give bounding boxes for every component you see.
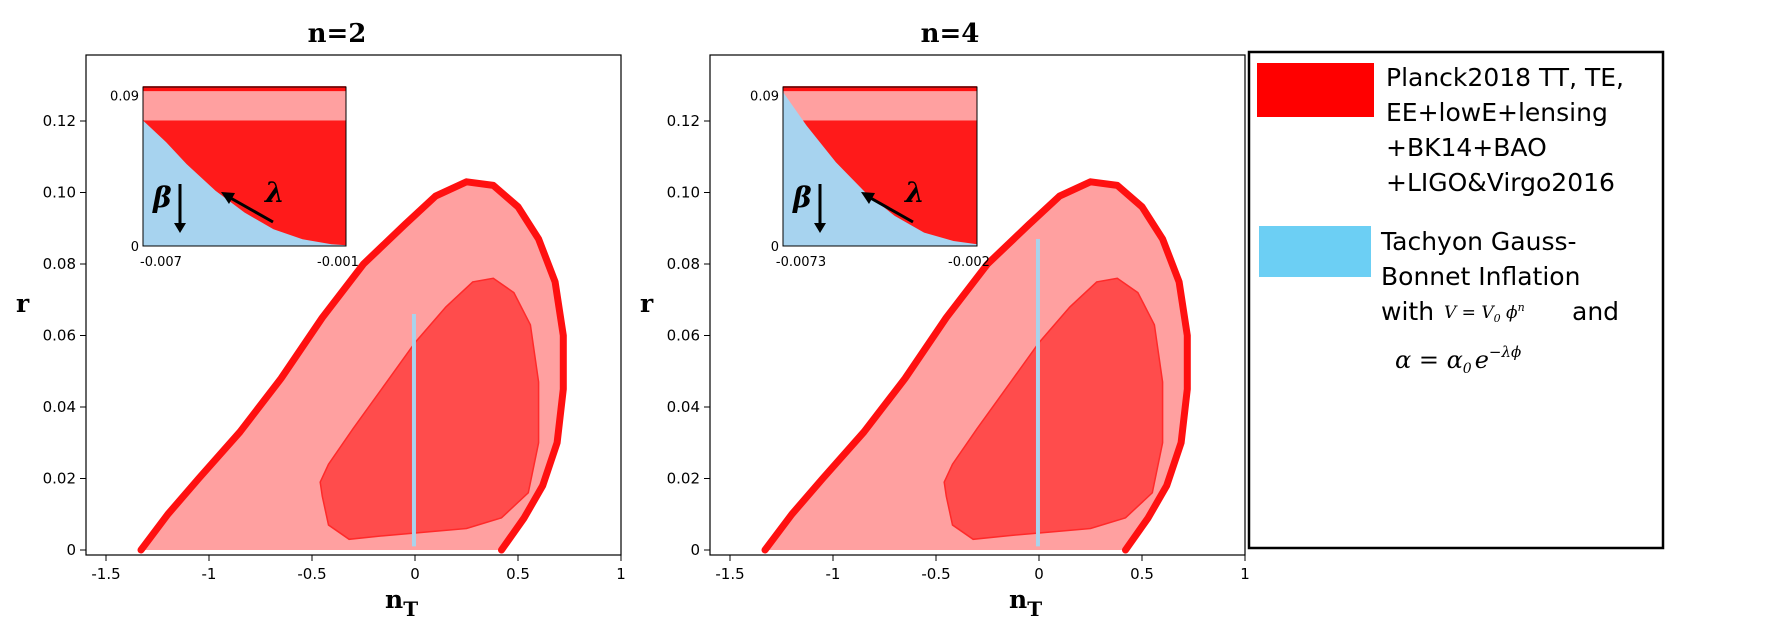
- beta-label: β: [152, 181, 172, 214]
- x-axis-label: nT: [385, 585, 418, 621]
- inset-y-tick-label: 0: [771, 240, 779, 255]
- inset-model-region: [143, 120, 346, 246]
- lambda-label: λ: [904, 176, 925, 209]
- formula-a-sub: 0: [1463, 361, 1472, 377]
- y-tick-label: 0.06: [667, 327, 700, 345]
- formula-v-sub: 0: [1494, 312, 1501, 325]
- inner-contour: [943, 277, 1164, 541]
- y-tick-label: 0: [690, 541, 700, 559]
- y-axis-label: r: [16, 289, 30, 318]
- inner-contour: [319, 277, 540, 541]
- legend-model-swatch: [1259, 226, 1371, 277]
- inset-outer-band: [143, 88, 346, 121]
- legend-model-line-4: and: [1572, 297, 1619, 326]
- inset-y-tick-label: 0.09: [110, 89, 139, 104]
- legend-model-line-1: Tachyon Gauss-: [1380, 227, 1577, 256]
- legend-planck-line-3: +BK14+BAO: [1386, 133, 1547, 162]
- formula-v-mid: ϕ: [1501, 303, 1518, 323]
- outer-contour-border: [137, 178, 567, 554]
- x-tick-label: -1: [202, 565, 217, 583]
- x-axis-label-base: n: [1009, 585, 1027, 614]
- lambda-label: λ: [264, 176, 285, 209]
- outer-contour-border: [761, 178, 1191, 554]
- x-tick-label: -1.5: [715, 565, 744, 583]
- legend-planck-line-1: Planck2018 TT, TE,: [1386, 63, 1624, 92]
- inset-x-tick-label: -0.002: [948, 255, 990, 270]
- x-tick-label: 1: [616, 565, 626, 583]
- y-tick-label: 0.12: [667, 112, 700, 130]
- x-axis-label-base: n: [385, 585, 403, 614]
- inset-outer-band: [783, 88, 977, 121]
- formula-a-sup: −λϕ: [1489, 343, 1521, 361]
- x-tick-label: 0: [1034, 565, 1044, 583]
- formula-v-lhs: V = V: [1444, 303, 1495, 323]
- y-tick-label: 0.04: [667, 398, 700, 416]
- lambda-arrow-head: [221, 192, 235, 204]
- legend-frame: [1247, 50, 1665, 550]
- y-tick-label: 0: [66, 541, 76, 559]
- inset-panel: 0.09 0-0.007 -0.001 β λ: [110, 86, 359, 270]
- legend-coupling-formula: α = α0 e−λϕ: [1395, 343, 1521, 377]
- inset-frame: [142, 86, 347, 247]
- inset-y-tick-label: 0: [131, 240, 139, 255]
- legend-potential-formula: V = V0 ϕn: [1444, 301, 1525, 325]
- y-tick-label: 0.06: [43, 327, 76, 345]
- x-tick-label: -0.5: [297, 565, 326, 583]
- lambda-arrow: [226, 194, 274, 224]
- inset-y-tick-label: 0.09: [750, 89, 779, 104]
- beta-arrow-head: [814, 223, 826, 233]
- formula-a-mid: e: [1475, 346, 1489, 374]
- y-tick-label: 0.02: [667, 470, 700, 488]
- x-tick-label: 0: [410, 565, 420, 583]
- y-tick-label: 0.10: [667, 184, 700, 202]
- y-tick-label: 0.10: [43, 184, 76, 202]
- inset-model-region: [783, 92, 977, 246]
- x-tick-label: 0.5: [1130, 565, 1154, 583]
- legend-planck-line-2: EE+lowE+lensing: [1386, 98, 1608, 127]
- x-tick-label: 1: [1240, 565, 1250, 583]
- legend-model-line-2: Bonnet Inflation: [1381, 262, 1580, 291]
- x-tick-label: 0.5: [506, 565, 530, 583]
- y-tick-label: 0.08: [43, 255, 76, 273]
- legend-planck-line-4: +LIGO&Virgo2016: [1386, 168, 1615, 197]
- beta-arrow-head: [174, 223, 186, 233]
- y-axis-label: r: [640, 289, 654, 318]
- x-tick-label: -1: [826, 565, 841, 583]
- chart-panel-n2: n=2 -1.5 -1 -0.5 0 0.5 1 0 0.02 0.04 0.06 0.08 0.10 0…: [16, 19, 626, 621]
- chart-title: n=2: [308, 19, 367, 49]
- x-axis-label-sub: T: [403, 597, 418, 621]
- beta-label: β: [792, 181, 812, 214]
- x-axis-label-sub: T: [1027, 597, 1042, 621]
- chart-title: n=4: [921, 19, 980, 49]
- chart-panel-n4: n=4 -1.5 -1 -0.5 0 0.5 1 0 0.02 0.04 0.06 0.08 0.10 0…: [640, 19, 1250, 621]
- legend: Planck2018 TT, TE, EE+lowE+lensing +BK14…: [1247, 50, 1665, 550]
- inset-x-tick-label: -0.001: [317, 255, 359, 270]
- x-tick-label: -0.5: [921, 565, 950, 583]
- inset-panel: 0.09 0-0.0073 -0.002 β λ: [750, 86, 990, 270]
- inset-frame: [782, 86, 978, 247]
- formula-a-lhs: α = α: [1395, 346, 1463, 374]
- x-tick-label: -1.5: [91, 565, 120, 583]
- lambda-arrow: [866, 194, 914, 224]
- formula-v-sup: n: [1518, 301, 1525, 314]
- inset-x-tick-label: -0.0073: [776, 255, 826, 270]
- inset-x-tick-label: -0.007: [140, 255, 182, 270]
- lambda-arrow-head: [861, 192, 875, 204]
- y-tick-label: 0.04: [43, 398, 76, 416]
- x-axis-label: nT: [1009, 585, 1042, 621]
- y-tick-label: 0.12: [43, 112, 76, 130]
- legend-model-line-3: with: [1381, 297, 1434, 326]
- y-tick-label: 0.02: [43, 470, 76, 488]
- y-tick-label: 0.08: [667, 255, 700, 273]
- legend-planck-swatch: [1257, 63, 1374, 117]
